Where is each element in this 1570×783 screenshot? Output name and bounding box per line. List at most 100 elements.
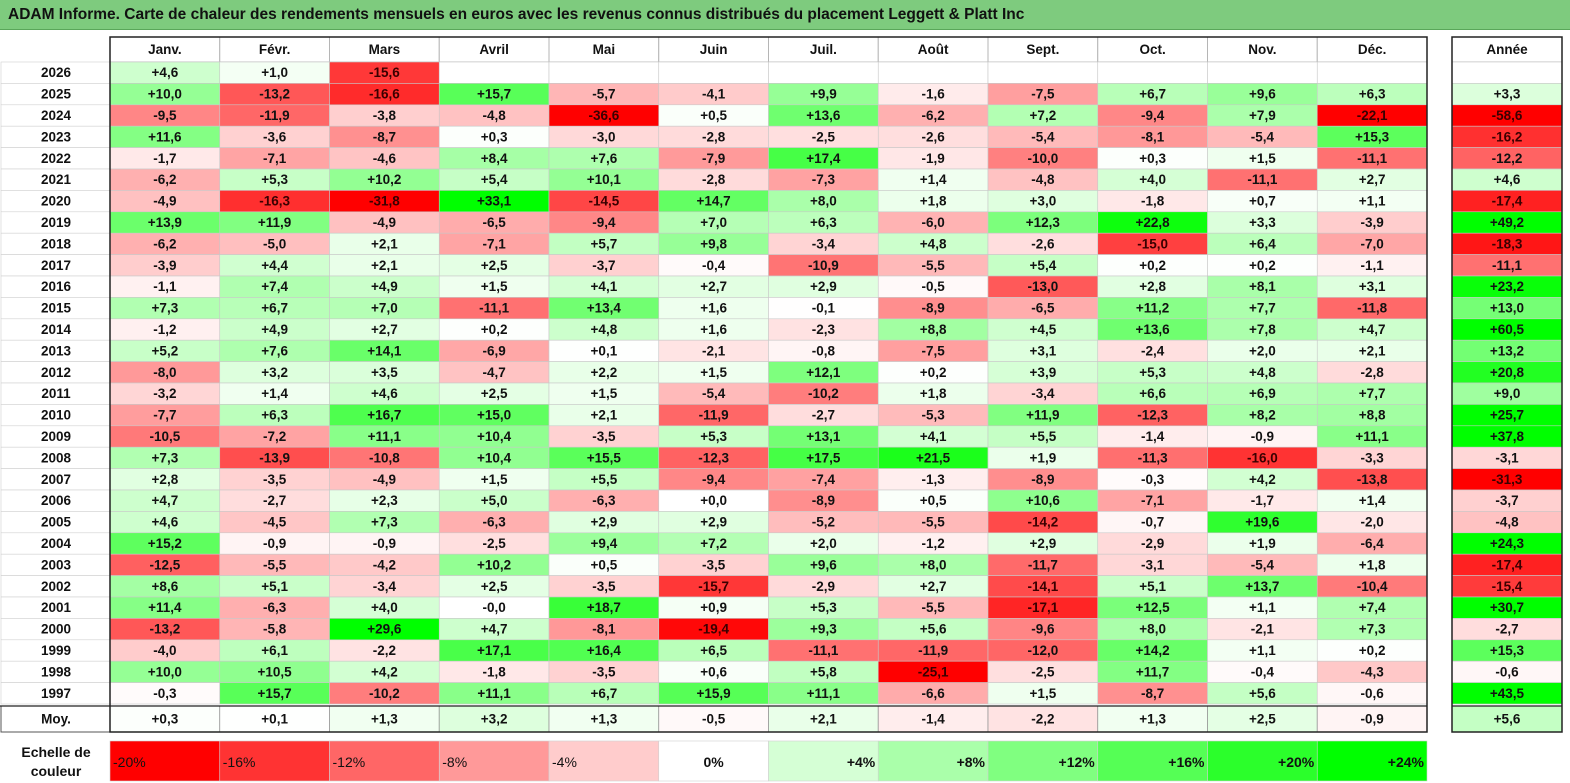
scale-swatch xyxy=(768,740,879,782)
heatmap-cell-value: -16,6 xyxy=(369,87,400,102)
heatmap-cell-value: -2,5 xyxy=(482,536,506,551)
heatmap-cell-value: +1,1 xyxy=(1249,643,1276,658)
annual-cell-value: -31,3 xyxy=(1492,472,1523,487)
heatmap-cell-value: +0,1 xyxy=(591,343,618,358)
heatmap-cell xyxy=(877,61,989,84)
scale-swatch-label: +8% xyxy=(957,754,986,770)
annual-cell-value: +49,2 xyxy=(1490,215,1524,230)
heatmap-cell-value: +8,2 xyxy=(1249,408,1276,423)
heatmap-cell-value: +11,1 xyxy=(807,686,841,701)
scale-swatch-label: +24% xyxy=(1388,754,1425,770)
heatmap-cell-value: +1,6 xyxy=(700,301,727,316)
heatmap-cell-value: -11,3 xyxy=(1138,450,1169,465)
heatmap-cell-value: +1,4 xyxy=(1359,493,1386,508)
heatmap-cell-value: -4,1 xyxy=(702,87,726,102)
year-row-label: 2019 xyxy=(41,215,71,230)
heatmap-cell-value: +11,7 xyxy=(1136,664,1169,679)
heatmap-cell-value: +11,9 xyxy=(1026,408,1059,423)
heatmap-cell-value: -3,5 xyxy=(702,557,726,572)
heatmap-cell-value: +9,9 xyxy=(810,87,837,102)
heatmap-cell-value: -7,2 xyxy=(263,429,286,444)
heatmap-cell-value: -25,1 xyxy=(918,664,949,679)
heatmap-cell-value: -3,5 xyxy=(592,429,616,444)
annual-cell xyxy=(1451,61,1563,84)
scale-label-line2: couleur xyxy=(31,763,82,779)
heatmap-cell-value: -12,5 xyxy=(149,557,180,572)
year-row-label: 2021 xyxy=(41,172,72,187)
heatmap-cell-value: -4,9 xyxy=(153,194,176,209)
heatmap-cell-value: +8,8 xyxy=(920,322,947,337)
heatmap-cell-value: +6,9 xyxy=(1249,386,1276,401)
heatmap-cell-value: +5,5 xyxy=(591,472,618,487)
heatmap-cell-value: +7,3 xyxy=(1359,622,1386,637)
heatmap-cell-value: -6,3 xyxy=(263,600,287,615)
heatmap-cell-value: -6,2 xyxy=(153,236,176,251)
heatmap-cell-value: +11,9 xyxy=(258,215,291,230)
heatmap-cell-value: -8,7 xyxy=(1141,686,1164,701)
heatmap-cell-value: +1,8 xyxy=(920,386,947,401)
heatmap-cell-value: -15,0 xyxy=(1137,236,1168,251)
scale-swatch-label: +4% xyxy=(847,754,876,770)
year-row-label: 1999 xyxy=(41,643,71,658)
annual-cell-value: -3,1 xyxy=(1495,450,1519,465)
heatmap-cell-value: -2,1 xyxy=(702,343,726,358)
heatmap-cell-value: -7,1 xyxy=(1141,493,1165,508)
heatmap-cell-value: +17,1 xyxy=(477,643,512,658)
heatmap-cell-value: +0,5 xyxy=(700,108,727,123)
heatmap-cell-value: +33,1 xyxy=(477,194,512,209)
heatmap-cell-value: -4,3 xyxy=(1360,664,1384,679)
heatmap-cell-value: +7,9 xyxy=(1249,108,1276,123)
year-row-label: 2017 xyxy=(41,258,71,273)
heatmap-cell-value: +5,4 xyxy=(1030,258,1057,273)
heatmap-cell-value: -0,9 xyxy=(263,536,286,551)
heatmap-cell-value: +10,6 xyxy=(1026,493,1061,508)
heatmap-cell-value: -1,3 xyxy=(921,472,945,487)
heatmap-cell-value: -9,4 xyxy=(702,472,726,487)
heatmap-cell-value: -6,2 xyxy=(921,108,944,123)
year-row-label: 2000 xyxy=(41,622,71,637)
annual-cell-value: -17,4 xyxy=(1492,194,1523,209)
annual-column-frame xyxy=(1451,36,1563,733)
heatmap-cell-value: +4,2 xyxy=(1249,472,1276,487)
heatmap-cell-value: -3,4 xyxy=(373,579,397,594)
heatmap-cell-value: +5,6 xyxy=(1249,686,1276,701)
heatmap-cell-value: -8,7 xyxy=(373,129,396,144)
heatmap-cell-value: +2,9 xyxy=(591,515,618,530)
scale-swatch xyxy=(987,740,1099,782)
heatmap-cell-value: -7,5 xyxy=(921,343,945,358)
heatmap-cell-value: -11,9 xyxy=(260,108,290,123)
annual-cell-value: +4,6 xyxy=(1494,172,1521,187)
heatmap-cell-value: +7,2 xyxy=(700,536,727,551)
heatmap-cell-value: +2,0 xyxy=(1249,343,1276,358)
chart-title: ADAM Informe. Carte de chaleur des rende… xyxy=(8,6,1025,23)
heatmap-cell-value: +2,1 xyxy=(1359,343,1386,358)
heatmap-cell-value: -4,0 xyxy=(153,643,176,658)
average-label-cell xyxy=(0,705,111,733)
heatmap-cell-value: -5,4 xyxy=(1251,129,1275,144)
average-cell-value: +1,3 xyxy=(1139,712,1166,727)
average-cell xyxy=(658,705,769,733)
heatmap-cell-value: +7,7 xyxy=(1359,386,1386,401)
heatmap-cell-value: -3,5 xyxy=(592,579,616,594)
heatmap-cell-value: -7,3 xyxy=(812,172,836,187)
heatmap-cell-value: -14,2 xyxy=(1027,515,1058,530)
heatmap-cell-value: +15,3 xyxy=(1355,129,1390,144)
heatmap-cell-value: -2,8 xyxy=(702,129,726,144)
annual-cell-value: -12,2 xyxy=(1492,151,1523,166)
heatmap-cell xyxy=(438,61,550,84)
heatmap-cell-value: -13,9 xyxy=(259,450,290,465)
heatmap-cell-value: -2,4 xyxy=(1141,343,1165,358)
heatmap-cell-value: +8,0 xyxy=(920,557,947,572)
heatmap-cell-value: -1,7 xyxy=(153,151,176,166)
heatmap-cell-value: -0,3 xyxy=(153,686,177,701)
heatmap-cell-value: +19,6 xyxy=(1245,515,1280,530)
heatmap-cell-value: +2,9 xyxy=(700,515,727,530)
heatmap-cell-value: -0,4 xyxy=(1251,664,1275,679)
heatmap-cell-value: -11,1 xyxy=(1247,172,1278,187)
heatmap-cell-value: -5,4 xyxy=(1251,557,1275,572)
annual-cell-value: +23,2 xyxy=(1490,279,1524,294)
average-cell xyxy=(329,705,440,733)
heatmap-cell-value: -16,0 xyxy=(1247,450,1278,465)
heatmap-cell-value: +2,1 xyxy=(591,408,618,423)
